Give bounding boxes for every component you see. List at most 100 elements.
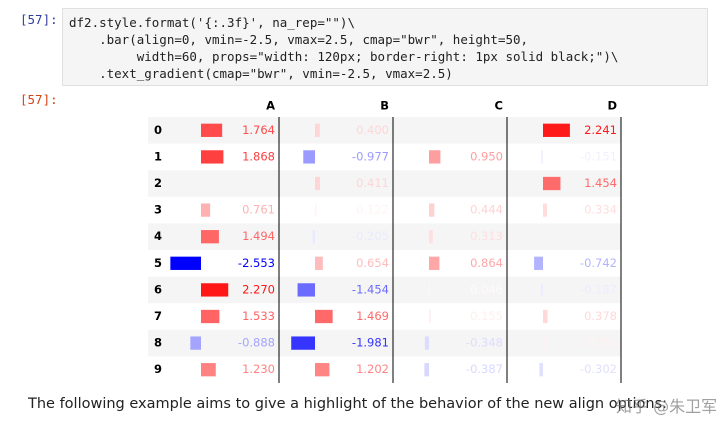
cell-value: 0.378 [584,309,617,323]
input-prompt: [57]: [20,12,58,27]
bar [315,203,317,217]
cell-value: -0.977 [352,149,389,163]
cell-value: 1.533 [242,309,275,323]
row-index: 9 [154,362,162,376]
cell-value: -0.348 [466,336,503,350]
bar [429,283,430,297]
cell-value: 0.046 [470,282,503,296]
bar [291,336,315,350]
bar [201,150,224,164]
row-stripe [148,117,621,144]
bar [429,309,431,324]
code-line: df2.style.format('{:.3f}', na_rep="")\ [69,15,355,30]
bar [540,283,543,297]
cell-value: 0.156 [584,336,617,350]
bar [429,230,433,244]
code-line: .text_gradient(cmap="bwr", vmin=-2.5, vm… [69,66,453,81]
row-stripe [148,170,621,197]
bar [201,283,229,297]
cell-value: -0.742 [580,256,617,270]
cell-value: 2.241 [584,123,617,137]
bar [534,256,543,270]
bar [543,309,548,324]
cell-value: 0.864 [470,256,503,270]
bar [315,256,323,270]
cell-value: -2.553 [238,256,275,270]
cell-value: 1.764 [242,123,275,137]
bar [543,176,561,191]
cell-value: 0.654 [356,256,389,270]
bar [201,363,216,377]
cell-value: 0.122 [356,203,389,217]
cell-value: 0.155 [470,309,503,323]
bar [543,123,570,137]
cell-value: -0.302 [580,362,617,376]
bar [429,203,435,217]
cell-value: 1.202 [356,362,389,376]
bar [424,336,429,350]
bar [297,283,315,297]
column-header: C [495,99,503,113]
output-prompt: [57]: [20,92,58,107]
row-index: 8 [154,336,162,350]
bar [429,150,441,164]
cell-value: -0.187 [580,282,617,296]
caption: The following example aims to give a hig… [28,396,668,412]
cell-value: 1.469 [356,309,389,323]
bar [543,336,545,350]
column-header: B [380,99,389,113]
code-line: width=60, props="width: 120px; border-ri… [69,49,619,64]
styled-table: A B C D 0 1.764 0.400 2.241 1 1.868 -0.977 0.950 -0.… [148,98,622,383]
cell-value: -0.205 [352,229,389,243]
cell-value: 0.313 [470,229,503,243]
cell-value: 1.494 [242,229,275,243]
cell-value: 0.761 [242,203,275,217]
bar [315,309,333,324]
bar [303,150,315,164]
code-cell[interactable]: df2.style.format('{:.3f}', na_rep="")\ .… [62,8,708,86]
bar [315,176,320,191]
bar [201,309,220,324]
column-header: D [607,99,617,113]
bar [541,150,543,164]
bar [201,123,223,137]
bar [424,363,429,377]
code-line: .bar(align=0, vmin=-2.5, vmax=2.5, cmap=… [69,32,529,47]
bar [170,256,201,270]
cell-value: 0.334 [584,203,617,217]
cell-value: 1.230 [242,362,275,376]
row-index: 4 [154,229,162,243]
row-index: 1 [154,149,162,163]
row-index: 5 [154,256,162,270]
row-index: 0 [154,123,162,137]
bar [190,336,201,350]
cell-value: 0.411 [356,176,389,190]
cell-value: -1.981 [352,336,389,350]
bar [201,203,211,217]
cell-value: 0.400 [356,123,389,137]
row-stripe [148,329,621,357]
row-index: 7 [154,309,162,323]
column-header: A [266,99,275,113]
cell-value: 0.444 [470,203,503,217]
cell-value: -0.387 [466,362,503,376]
bar [201,230,219,244]
bar [315,123,320,137]
row-index: 2 [154,176,162,190]
bar [429,256,440,270]
cell-value: -1.454 [352,282,389,296]
cell-value: -0.151 [580,149,617,163]
row-index: 6 [154,282,162,296]
watermark: 知乎 @朱卫军 [616,397,718,416]
cell-value: 0.950 [470,149,503,163]
cell-value: -0.888 [238,336,275,350]
cell-value: 2.270 [242,282,275,296]
cell-value: 1.454 [584,176,617,190]
bar [312,230,315,244]
row-index: 3 [154,203,162,217]
bar [543,203,548,217]
bar [539,363,543,377]
cell-value: 1.868 [242,149,275,163]
row-stripe [148,223,621,250]
